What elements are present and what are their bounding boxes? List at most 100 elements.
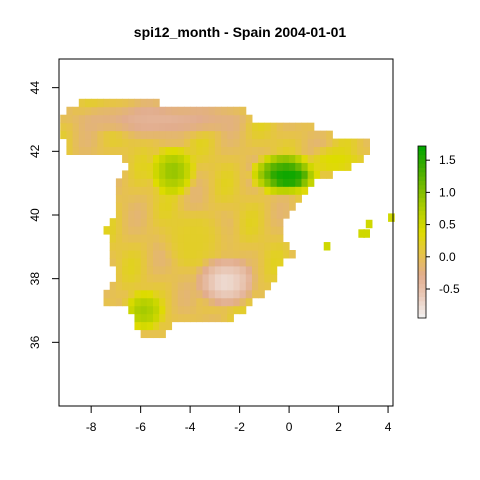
map-cell — [258, 210, 265, 219]
map-cell — [320, 170, 327, 179]
map-cell — [245, 114, 253, 124]
map-cell — [134, 122, 142, 132]
map-cell — [208, 114, 216, 124]
map-cell — [245, 297, 253, 307]
map-cell — [251, 265, 259, 275]
map-cell — [239, 162, 247, 171]
map-cell — [270, 226, 278, 235]
map-cell — [245, 194, 253, 203]
map-cell — [313, 162, 321, 171]
map-cell — [140, 257, 148, 267]
map-cell — [122, 257, 129, 267]
y-tick-label: 44 — [28, 81, 42, 95]
map-cell — [282, 130, 290, 140]
map-cell — [233, 257, 241, 267]
map-cell — [190, 130, 197, 140]
map-cell — [282, 122, 290, 132]
map-cell — [196, 289, 203, 299]
map-cell — [239, 146, 247, 156]
map-cell — [214, 289, 222, 299]
map-cell — [214, 250, 222, 259]
map-cell — [270, 130, 278, 140]
map-cell — [177, 305, 185, 315]
legend-swatch — [418, 232, 426, 237]
map-cell — [196, 186, 203, 195]
map-cell — [208, 234, 216, 243]
map-cell — [134, 273, 142, 283]
map-cell — [196, 218, 203, 227]
legend-swatch — [418, 219, 426, 224]
map-cell — [221, 218, 228, 227]
map-cell — [140, 281, 148, 291]
map-cell — [134, 114, 142, 124]
map-cell — [159, 242, 166, 251]
map-cell — [251, 218, 259, 227]
map-cell — [208, 138, 216, 148]
map-cell — [196, 250, 203, 259]
map-cell — [251, 186, 259, 195]
map-cell — [227, 154, 234, 163]
map-cell — [239, 250, 247, 259]
map-cell — [258, 162, 265, 171]
map-cell — [115, 242, 123, 251]
map-cell — [134, 250, 142, 259]
map-cell — [239, 273, 247, 283]
map-cell — [239, 226, 247, 235]
map-cell — [233, 297, 241, 307]
map-cell — [233, 250, 241, 259]
map-cell — [153, 273, 160, 283]
map-cell — [196, 170, 203, 179]
map-cell — [171, 250, 179, 259]
map-cell — [251, 194, 259, 203]
map-cell — [214, 186, 222, 195]
map-cell — [128, 162, 135, 171]
legend-swatch — [418, 266, 426, 272]
map-cell — [251, 138, 259, 148]
map-cell — [282, 162, 290, 171]
map-cell — [214, 194, 222, 203]
map-cell — [276, 202, 284, 211]
map-cell — [202, 281, 210, 291]
map-cell — [239, 265, 247, 275]
map-cell — [251, 178, 259, 187]
map-cell — [276, 234, 284, 243]
map-cell — [239, 218, 247, 227]
map-cell — [153, 329, 160, 339]
legend-swatch — [418, 313, 426, 319]
map-cell — [338, 154, 346, 163]
map-cell — [289, 250, 296, 259]
map-cell — [183, 218, 191, 227]
map-cell — [171, 106, 179, 116]
map-cell — [183, 234, 191, 243]
legend-swatch — [418, 210, 426, 216]
map-cell — [171, 202, 179, 211]
legend-swatch — [418, 223, 426, 229]
map-cell — [344, 138, 352, 148]
legend-swatch — [418, 283, 426, 289]
map-cell — [159, 321, 166, 331]
map-cell — [214, 162, 222, 171]
map-cell — [159, 234, 166, 243]
map-cell — [245, 154, 253, 163]
map-cell — [128, 273, 135, 283]
map-cell — [227, 297, 234, 307]
map-cell — [233, 210, 241, 219]
map-cell — [264, 250, 272, 259]
map-cell — [214, 305, 222, 315]
map-cell — [159, 210, 166, 219]
map-cell — [344, 154, 352, 163]
map-cell — [313, 154, 321, 163]
map-cell — [128, 210, 135, 219]
map-cell — [183, 210, 191, 219]
map-cell — [134, 154, 142, 163]
map-cell — [171, 186, 179, 195]
map-cell — [171, 313, 179, 323]
map-cell — [146, 146, 154, 156]
map-cell — [221, 250, 228, 259]
map-cell — [320, 154, 327, 163]
legend-swatch — [418, 214, 426, 220]
map-cell — [146, 178, 154, 187]
map-cell — [146, 250, 154, 259]
x-axis: -8 -6 -4 -2 0 2 4 — [86, 406, 392, 434]
map-cell — [190, 242, 197, 251]
